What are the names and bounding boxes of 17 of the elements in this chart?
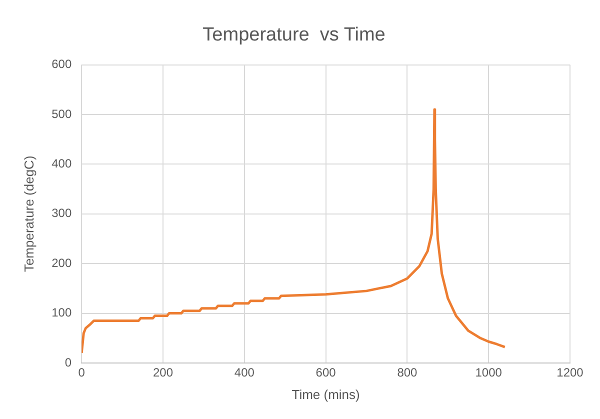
x-tick-label: 0 [78, 366, 86, 380]
x-tick-label: 1200 [556, 366, 584, 380]
y-tick-label: 300 [52, 206, 72, 220]
y-axis-title: Temperature (degC) [21, 156, 36, 272]
y-tick-label: 0 [64, 355, 72, 370]
chart-title: Temperature vs Time [202, 24, 386, 46]
y-tick-label: 200 [52, 256, 72, 270]
y-tick-label: 600 [52, 57, 72, 72]
x-axis-title: Time (mins) [292, 386, 360, 402]
x-tick-label: 600 [316, 366, 336, 380]
y-tick-label: 400 [52, 156, 72, 171]
x-tick-label: 200 [153, 366, 174, 380]
x-tick-label: 800 [397, 366, 418, 380]
y-tick-label: 100 [52, 306, 72, 320]
y-tick-label: 500 [52, 106, 72, 121]
x-tick-label: 1000 [475, 366, 502, 380]
x-tick-label: 400 [234, 366, 255, 380]
